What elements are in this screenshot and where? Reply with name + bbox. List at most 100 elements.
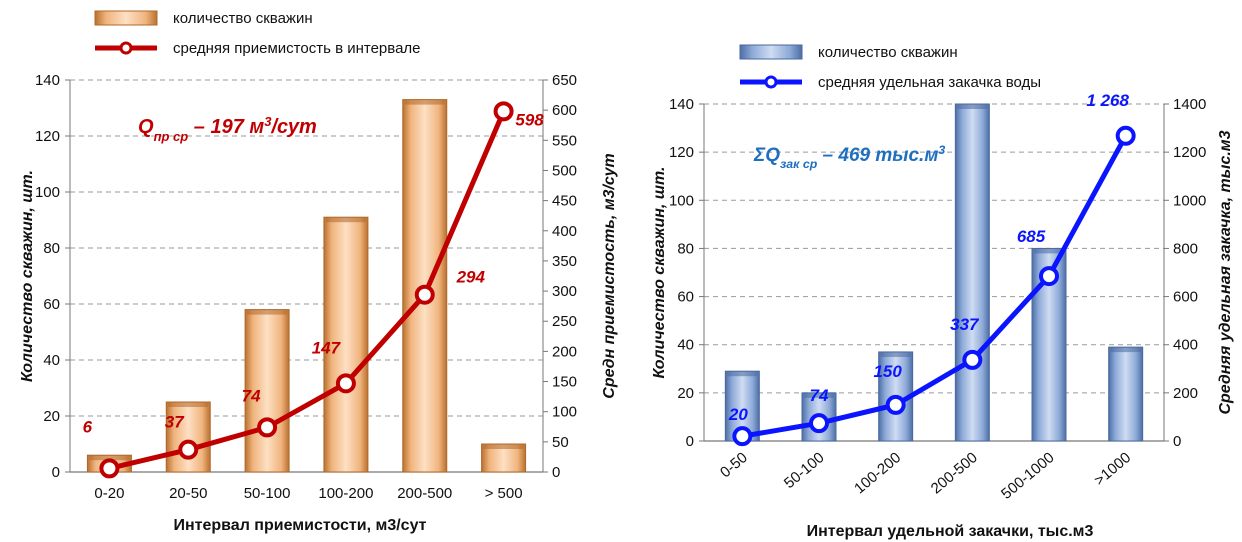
legend-bar-label: количество скважин bbox=[173, 10, 313, 27]
bar-top-bevel bbox=[168, 402, 209, 407]
bar-top-bevel bbox=[957, 104, 988, 109]
y-tick-label: 100 bbox=[669, 192, 694, 209]
y-right-tick-label: 1000 bbox=[1173, 192, 1206, 209]
y-tick-label: 140 bbox=[35, 72, 60, 89]
y-tick-label: 0 bbox=[52, 464, 60, 481]
series-line bbox=[108, 110, 506, 471]
bar-top-bevel bbox=[804, 392, 834, 398]
data-label: 685 bbox=[1017, 227, 1046, 246]
x-tick-label: 50-100 bbox=[781, 449, 828, 492]
y-right-tick-label: 600 bbox=[552, 102, 577, 119]
line-marker bbox=[885, 394, 906, 415]
y-right-tick-label: 500 bbox=[552, 162, 577, 179]
data-label: 20 bbox=[728, 405, 748, 424]
data-label: 74 bbox=[242, 386, 261, 405]
bar-top-bevel bbox=[1034, 248, 1064, 254]
data-label: 1 268 bbox=[1086, 91, 1129, 110]
legend-bar-swatch bbox=[94, 10, 158, 26]
y-axis-right-title: Средн приемистость, м3/сут bbox=[601, 153, 618, 398]
bar-top-bevel bbox=[483, 444, 524, 449]
data-label: 337 bbox=[950, 315, 980, 334]
series-line bbox=[741, 134, 1128, 439]
line-marker bbox=[178, 439, 199, 460]
data-label: 598 bbox=[515, 110, 544, 129]
y-tick-label: 80 bbox=[43, 240, 60, 257]
x-tick-label: 200-500 bbox=[928, 449, 981, 497]
line-marker bbox=[962, 349, 983, 370]
data-label: 294 bbox=[456, 268, 486, 287]
bar-top-bevel bbox=[325, 217, 366, 223]
y-right-tick-label: 350 bbox=[552, 253, 577, 270]
x-tick-label: 100-200 bbox=[318, 485, 373, 502]
y-tick-label: 120 bbox=[669, 144, 694, 161]
legend-line-label: средняя удельная закачка воды bbox=[818, 74, 1041, 91]
y-tick-label: 20 bbox=[43, 408, 60, 425]
y-right-tick-label: 100 bbox=[552, 404, 577, 421]
y-right-tick-label: 1400 bbox=[1173, 96, 1206, 113]
y-tick-label: 20 bbox=[677, 385, 694, 402]
x-tick-label: 0-20 bbox=[94, 485, 124, 502]
y-tick-label: 40 bbox=[677, 337, 694, 354]
y-tick-label: 100 bbox=[35, 184, 60, 201]
data-label: 6 bbox=[83, 417, 93, 436]
y-right-tick-label: 50 bbox=[552, 434, 569, 451]
data-label: 147 bbox=[312, 338, 342, 357]
legend-line-label: средняя приемистость в интервале bbox=[173, 40, 421, 57]
line-marker bbox=[809, 413, 829, 434]
x-tick-label: > 500 bbox=[485, 485, 523, 502]
y-right-tick-label: 1200 bbox=[1173, 144, 1206, 161]
summary-annotation: Qпр ср – 197 м3/сут bbox=[138, 114, 317, 144]
y-tick-label: 60 bbox=[677, 289, 694, 306]
bar-top-bevel bbox=[404, 99, 445, 105]
bar-top-bevel bbox=[247, 309, 288, 315]
line-marker bbox=[1115, 125, 1136, 146]
x-tick-label: 0-50 bbox=[717, 449, 751, 481]
y-right-tick-label: 800 bbox=[1173, 240, 1198, 257]
line-marker bbox=[493, 101, 514, 122]
y-right-tick-label: 450 bbox=[552, 193, 577, 210]
y-tick-label: 40 bbox=[43, 352, 60, 369]
y-axis-title: Количество скважин, шт. bbox=[651, 167, 668, 379]
legend-bar-label: количество скважин bbox=[818, 44, 958, 61]
y-axis-title: Количество скважин, шт. bbox=[19, 170, 36, 382]
bar-top-bevel bbox=[89, 455, 130, 461]
y-right-tick-label: 0 bbox=[1173, 433, 1181, 450]
y-tick-label: 80 bbox=[677, 240, 694, 257]
y-right-tick-label: 200 bbox=[552, 343, 577, 360]
y-tick-label: 60 bbox=[43, 296, 60, 313]
summary-annotation: ΣQзак ср – 469 тыс.м3 bbox=[753, 143, 945, 171]
data-label: 150 bbox=[873, 362, 902, 381]
y-right-tick-label: 400 bbox=[552, 223, 577, 240]
line-marker bbox=[257, 417, 278, 438]
bar bbox=[165, 401, 211, 473]
y-right-tick-label: 650 bbox=[552, 72, 577, 89]
line-marker bbox=[335, 373, 356, 394]
bar bbox=[323, 216, 369, 473]
x-tick-label: 100-200 bbox=[851, 449, 904, 497]
y-axis-right-title: Средняя удельная закачка, тыс.м3 bbox=[1217, 130, 1234, 414]
bar-top-bevel bbox=[727, 371, 758, 377]
y-tick-label: 140 bbox=[669, 96, 694, 113]
x-tick-label: >1000 bbox=[1091, 449, 1134, 489]
x-axis-title: Интервал удельной закачки, тыс.м3 bbox=[807, 523, 1094, 540]
y-right-tick-label: 200 bbox=[1173, 385, 1198, 402]
y-right-tick-label: 600 bbox=[1173, 289, 1198, 306]
x-tick-label: 200-500 bbox=[397, 485, 452, 502]
chart-left-injectivity: 0 20 40 60 80 100 120 140 0 50 100 150 200 250 300 350 4… bbox=[19, 10, 618, 534]
line-marker bbox=[1039, 266, 1059, 287]
x-tick-label: 20-50 bbox=[169, 485, 207, 502]
y-right-tick-label: 0 bbox=[552, 464, 560, 481]
bar-top-bevel bbox=[880, 351, 911, 357]
data-label: 37 bbox=[165, 413, 185, 432]
x-tick-label: 500-1000 bbox=[998, 449, 1057, 503]
bar bbox=[244, 309, 290, 473]
chart-right-injection: 0204060801001201400200400600800100012001… bbox=[651, 44, 1234, 540]
y-right-tick-label: 300 bbox=[552, 283, 577, 300]
line-marker bbox=[414, 284, 435, 305]
line-marker bbox=[99, 458, 120, 479]
y-tick-label: 0 bbox=[686, 433, 694, 450]
bar-top-bevel bbox=[1110, 347, 1141, 353]
y-right-tick-label: 550 bbox=[552, 132, 577, 149]
data-label: 74 bbox=[810, 386, 829, 405]
